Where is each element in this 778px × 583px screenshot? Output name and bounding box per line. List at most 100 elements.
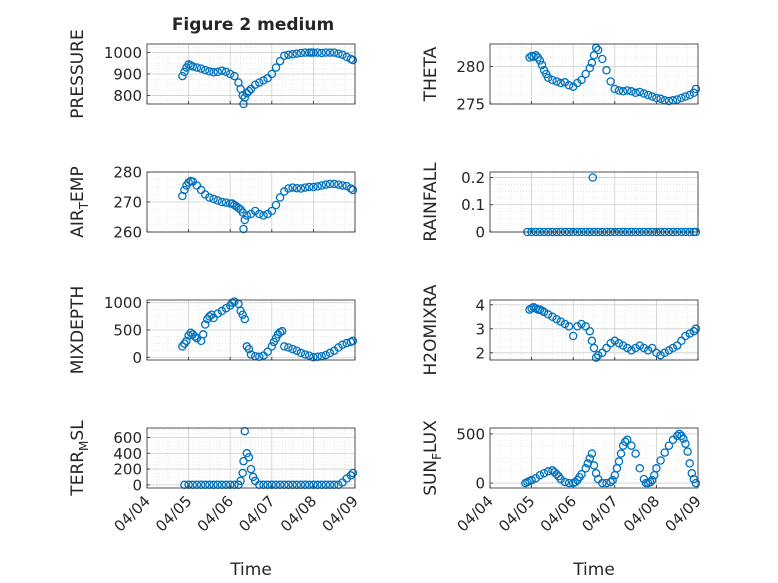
- y-tick-label: 4: [475, 296, 485, 314]
- data-point: [543, 467, 553, 476]
- y-tick-label: 0.1: [461, 196, 485, 214]
- y-tick-label: 1000: [104, 294, 142, 312]
- data-point: [681, 439, 690, 448]
- data-point: [300, 183, 310, 192]
- data-point: [221, 303, 231, 313]
- data-point: [296, 48, 306, 58]
- data-point: [593, 350, 603, 360]
- x-tick-label: 04/05: [495, 492, 538, 535]
- x-tick-label: 04/06: [194, 492, 237, 535]
- data-point: [635, 464, 645, 473]
- data-point: [288, 183, 297, 192]
- data-point: [309, 353, 318, 362]
- data-point: [196, 64, 206, 73]
- x-tick-label: 04/07: [235, 492, 278, 535]
- axes-layer: 800 900 1000 PRESSURE 275 280 THETA 260 270 280 AI…: [68, 29, 705, 535]
- data-point: [643, 90, 653, 100]
- data-point: [623, 343, 632, 353]
- data-point: [539, 468, 549, 478]
- data-point: [271, 200, 281, 210]
- data-point: [205, 312, 214, 321]
- data-point: [205, 67, 214, 76]
- data-point: [664, 96, 674, 106]
- data-point: [639, 343, 649, 353]
- data-point: [588, 173, 598, 182]
- data-point: [652, 348, 661, 358]
- x-tick-label: 04/07: [578, 492, 621, 535]
- data-point: [585, 326, 595, 336]
- data-point: [239, 224, 248, 234]
- data-point: [537, 60, 547, 70]
- axes-box: [146, 171, 356, 233]
- data-point: [348, 55, 358, 65]
- data-point: [631, 449, 640, 458]
- x-tick-label: 04/05: [152, 492, 195, 535]
- y-axis-label: THETA: [421, 46, 441, 102]
- data-point: [275, 193, 285, 202]
- data-point: [230, 71, 239, 81]
- data-point: [656, 94, 665, 104]
- data-point: [200, 320, 210, 329]
- data-point: [317, 181, 326, 190]
- y-axis-label: TERRMSL: [68, 420, 91, 497]
- data-point: [338, 181, 347, 190]
- data-point: [209, 68, 218, 77]
- y-tick-label: 2: [475, 344, 485, 362]
- data-point: [292, 346, 302, 355]
- data-point: [589, 343, 599, 353]
- data-point: [614, 86, 624, 95]
- data-point: [180, 185, 189, 195]
- data-point: [259, 76, 268, 85]
- data-point: [539, 307, 549, 317]
- data-point: [645, 477, 655, 487]
- data-point: [338, 50, 347, 59]
- y-tick-label: 1000: [104, 44, 142, 62]
- data-point: [329, 48, 339, 57]
- data-point: [238, 468, 247, 478]
- data-point: [213, 309, 222, 318]
- data-point: [618, 87, 628, 96]
- data-point: [652, 464, 661, 473]
- data-point: [627, 346, 636, 355]
- data-point: [623, 435, 632, 445]
- data-point: [652, 93, 661, 103]
- data-point: [610, 84, 620, 94]
- data-point: [614, 457, 624, 466]
- data-point: [552, 314, 561, 324]
- y-tick-label: 3: [475, 320, 485, 338]
- data-point: [552, 469, 561, 479]
- data-point: [309, 182, 318, 192]
- y-axis-label: AIRTEMP: [68, 166, 91, 237]
- data-point: [246, 84, 256, 94]
- data-point: [529, 52, 538, 61]
- y-tick-label: 0: [475, 224, 485, 242]
- data-point: [543, 310, 553, 319]
- data-point: [556, 78, 565, 88]
- data-point: [535, 56, 545, 65]
- data-point: [556, 317, 565, 326]
- x-axis-label-left: Time: [229, 560, 272, 580]
- data-point: [577, 75, 586, 85]
- y-tick-label: 0: [132, 476, 142, 494]
- data-point: [242, 211, 252, 220]
- axes-box: [146, 43, 356, 105]
- data-point: [691, 324, 701, 334]
- data-point: [325, 348, 335, 358]
- data-point: [244, 344, 254, 354]
- data-point: [627, 87, 636, 96]
- axes-box: [489, 43, 699, 105]
- data-point: [213, 196, 222, 205]
- axes-box: [489, 171, 699, 233]
- data-point: [246, 350, 256, 359]
- data-point: [284, 343, 293, 352]
- data-point: [184, 178, 193, 187]
- x-tick-label: 04/09: [662, 492, 705, 535]
- data-point: [178, 71, 187, 81]
- x-tick-label: 04/08: [277, 492, 320, 535]
- data-point: [300, 48, 310, 57]
- data-point: [240, 314, 250, 324]
- data-point: [348, 468, 358, 478]
- data-point: [602, 343, 611, 353]
- data-point: [672, 341, 682, 350]
- data-point: [672, 95, 682, 104]
